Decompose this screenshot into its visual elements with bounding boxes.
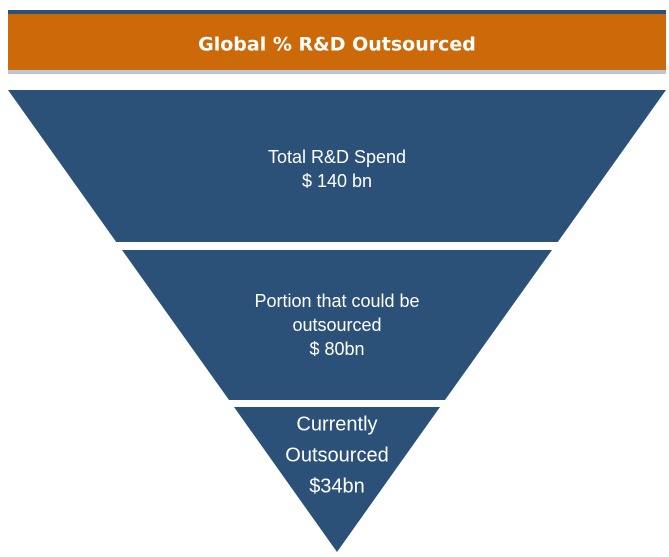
- level-text: $ 80bn: [309, 339, 364, 359]
- funnel-level: [122, 250, 552, 400]
- level-text: Portion that could be: [254, 291, 419, 311]
- level-text: outsourced: [292, 315, 381, 335]
- funnel-level: [234, 407, 440, 552]
- level-text: Outsourced: [285, 444, 388, 466]
- header-title: Global % R&D Outsourced: [198, 34, 476, 56]
- level-text: Currently: [296, 413, 377, 435]
- header-top-border: [8, 10, 666, 14]
- header-bar: [8, 14, 666, 70]
- level-text: $34bn: [309, 475, 365, 497]
- level-text: Total R&D Spend: [268, 147, 406, 167]
- header-bottom-border: [8, 70, 666, 74]
- level-text: $ 140 bn: [302, 171, 372, 191]
- funnel-level: [8, 90, 666, 242]
- header: Global % R&D Outsourced: [8, 10, 666, 74]
